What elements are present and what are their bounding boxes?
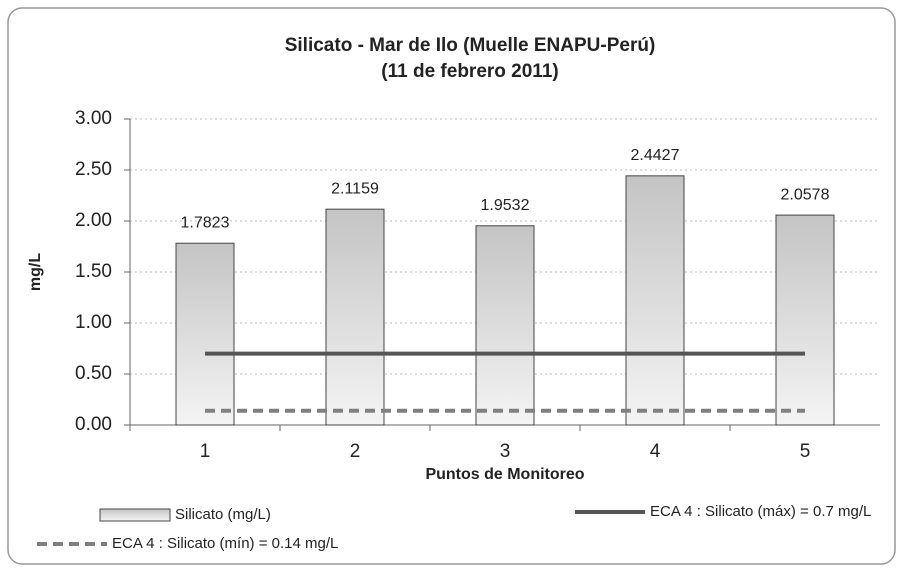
y-tick-label: 2.00: [75, 210, 112, 231]
chart-subtitle: (11 de febrero 2011): [381, 61, 558, 82]
legend-label: ECA 4 : Silicato (mín) = 0.14 mg/L: [112, 535, 338, 552]
bar: [625, 175, 685, 426]
value-label: 2.1159: [331, 180, 379, 197]
y-tick-label: 0.00: [75, 414, 112, 435]
value-label: 2.4427: [631, 147, 680, 164]
y-tick-label: 1.00: [75, 312, 112, 333]
x-tick-label: 2: [350, 441, 361, 462]
value-label: 2.0578: [781, 186, 830, 203]
value-label: 1.9532: [481, 197, 530, 214]
x-tick-label: 4: [650, 441, 661, 462]
value-label: 1.7823: [181, 214, 230, 231]
legend-label: ECA 4 : Silicato (máx) = 0.7 mg/L: [650, 503, 871, 520]
bar: [175, 242, 235, 426]
legend-swatch: [99, 508, 171, 522]
bar: [775, 214, 835, 426]
bar: [325, 208, 385, 426]
x-axis-label: Puntos de Monitoreo: [425, 466, 584, 483]
x-tick-label: 3: [500, 441, 511, 462]
y-tick-label: 2.50: [75, 159, 112, 180]
chart-title: Silicato - Mar de Ilo (Muelle ENAPU-Perú…: [285, 35, 656, 56]
x-tick-label: 1: [200, 441, 211, 462]
x-tick-label: 5: [800, 441, 811, 462]
legend-label: Silicato (mg/L): [175, 506, 271, 523]
y-axis-label: mg/L: [27, 253, 44, 291]
y-tick-label: 3.00: [75, 108, 112, 129]
y-tick-label: 0.50: [75, 363, 112, 384]
bar: [475, 225, 535, 426]
y-tick-label: 1.50: [75, 261, 112, 282]
